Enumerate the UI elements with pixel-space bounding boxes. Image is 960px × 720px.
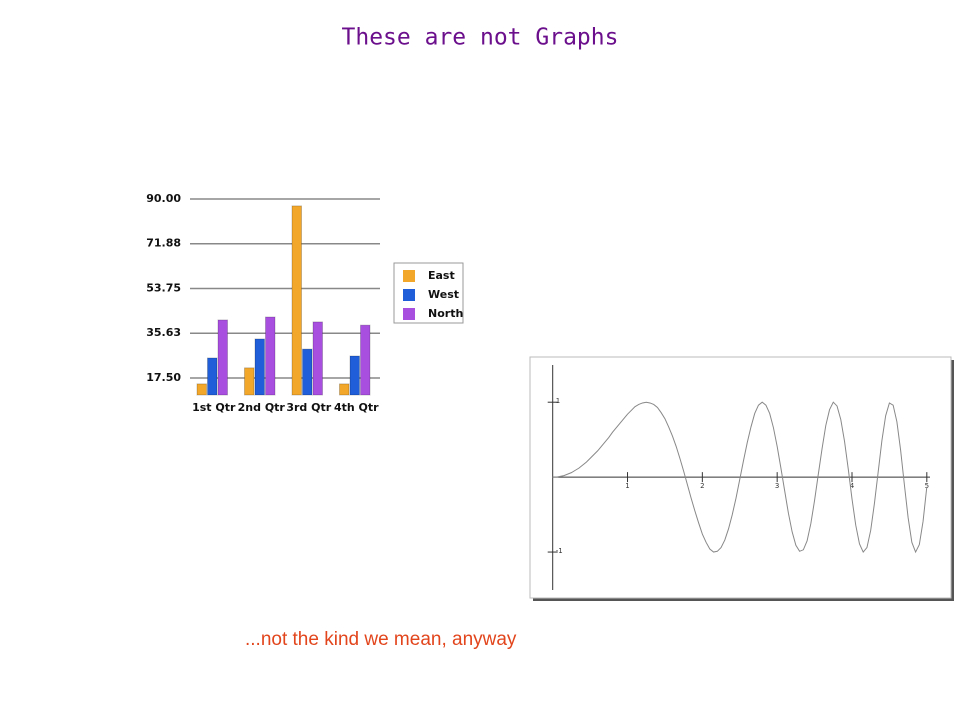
x-tick-label: 5 (925, 482, 929, 490)
bar (217, 319, 228, 396)
bar (302, 348, 313, 396)
bar (312, 321, 323, 396)
bar (207, 357, 218, 396)
x-tick-label: 4th Qtr (334, 401, 379, 414)
x-tick-label: 3rd Qtr (286, 401, 331, 414)
y-tick-label: 71.88 (146, 237, 181, 250)
x-tick-label: 1 (625, 482, 629, 490)
x-tick-label: 3 (775, 482, 779, 490)
bar (349, 355, 360, 396)
bar (244, 367, 255, 396)
x-tick-label: 4 (850, 482, 855, 490)
x-tick-label: 1st Qtr (192, 401, 236, 414)
bar (254, 338, 265, 396)
x-tick-label: 2 (700, 482, 704, 490)
bar (360, 324, 371, 396)
legend-label: East (428, 269, 455, 282)
y-tick-label: 1 (556, 397, 560, 405)
legend-swatch (403, 308, 415, 320)
legend-label: North (428, 307, 463, 320)
bar (339, 383, 350, 396)
y-tick-label: 35.63 (146, 326, 181, 339)
slide-caption: ...not the kind we mean, anyway (245, 629, 517, 650)
legend-label: West (428, 288, 459, 301)
bar (196, 383, 207, 396)
function-curve (552, 401, 928, 554)
y-tick-label: 90.00 (146, 192, 181, 205)
bar (265, 316, 276, 396)
legend-swatch (403, 270, 415, 282)
slide-title: These are not Graphs (342, 25, 619, 51)
bar (291, 205, 302, 396)
y-tick-label: 53.75 (146, 281, 181, 294)
legend-swatch (403, 289, 415, 301)
y-tick-label: 17.50 (146, 371, 181, 384)
x-tick-label: 2nd Qtr (238, 401, 286, 414)
y-tick-label: -1 (556, 547, 563, 555)
